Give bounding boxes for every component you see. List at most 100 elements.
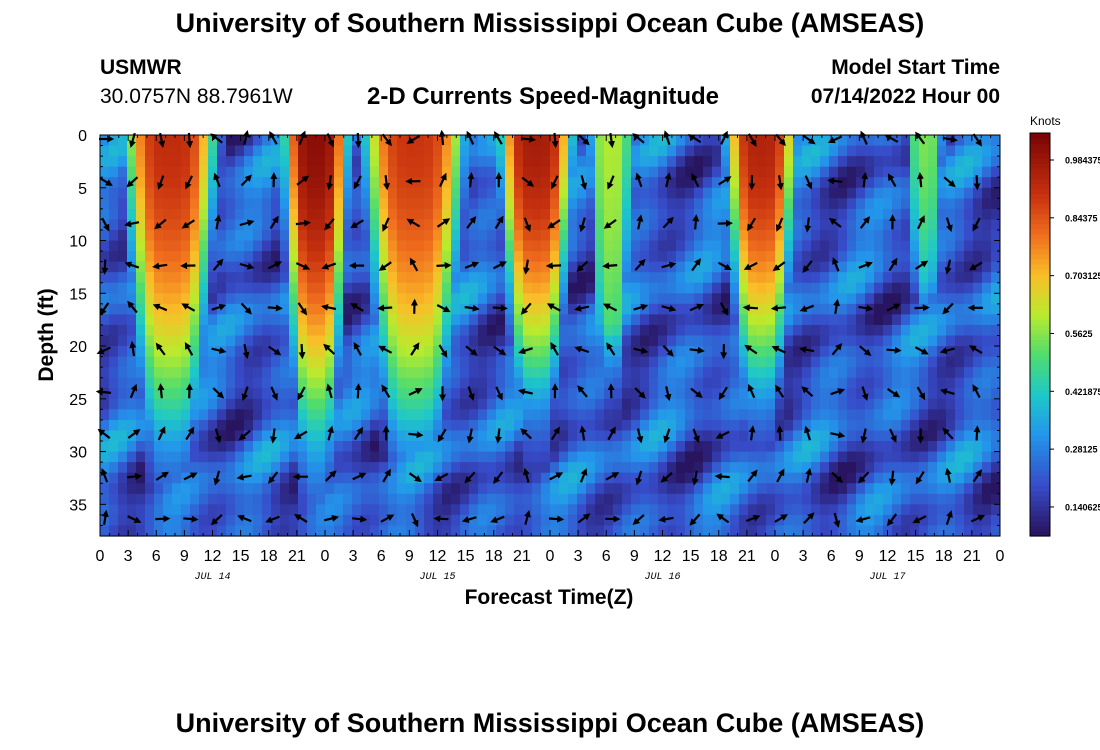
heatmap-cell	[172, 451, 182, 463]
heatmap-cell	[289, 377, 299, 389]
heatmap-cell	[406, 187, 416, 199]
heatmap-cell	[145, 472, 155, 484]
heatmap-cell	[316, 314, 326, 326]
heatmap-cell	[136, 525, 146, 537]
colorbar-swatch	[1030, 253, 1050, 260]
heatmap-cell	[820, 451, 830, 463]
heatmap-cell	[388, 472, 398, 484]
heatmap-cell	[793, 430, 803, 442]
heatmap-cell	[100, 251, 110, 263]
heatmap-cell	[379, 483, 389, 495]
vector-arrow	[524, 509, 531, 525]
heatmap-cell	[622, 451, 632, 463]
heatmap-cell	[577, 483, 587, 495]
heatmap-cell	[433, 272, 443, 284]
heatmap-cell	[955, 441, 965, 453]
heatmap-cell	[586, 135, 596, 147]
heatmap-cell	[874, 388, 884, 400]
heatmap-cell	[712, 462, 722, 474]
heatmap-cell	[883, 441, 893, 453]
heatmap-cell	[901, 251, 911, 263]
heatmap-cell	[496, 240, 506, 252]
heatmap-cell	[334, 187, 344, 199]
heatmap-cell	[667, 261, 677, 273]
heatmap-cell	[199, 335, 209, 347]
heatmap-cell	[190, 525, 200, 537]
heatmap-cell	[244, 198, 254, 210]
heatmap-cell	[559, 156, 569, 168]
heatmap-cell	[127, 272, 137, 284]
heatmap-cell	[910, 346, 920, 358]
heatmap-cell	[442, 187, 452, 199]
heatmap-cell	[910, 377, 920, 389]
heatmap-cell	[892, 367, 902, 379]
heatmap-cell	[109, 356, 119, 368]
heatmap-cell	[793, 240, 803, 252]
heatmap-cell	[694, 367, 704, 379]
heatmap-cell	[523, 493, 533, 505]
heatmap-cell	[667, 451, 677, 463]
heatmap-cell	[919, 462, 929, 474]
heatmap-cell	[586, 451, 596, 463]
heatmap-cell	[883, 156, 893, 168]
heatmap-cell	[514, 483, 524, 495]
heatmap-cell	[631, 483, 641, 495]
vector-arrow	[152, 262, 168, 270]
heatmap-cell	[712, 409, 722, 421]
heatmap-cell	[811, 367, 821, 379]
heatmap-cell	[334, 208, 344, 221]
heatmap-cell	[847, 335, 857, 347]
heatmap-cell	[676, 409, 686, 421]
heatmap-cell	[190, 409, 200, 421]
heatmap-cell	[298, 409, 308, 421]
heatmap-cell	[397, 409, 407, 421]
heatmap-cell	[136, 409, 146, 421]
heatmap-cell	[973, 367, 983, 379]
heatmap-cell	[244, 135, 254, 147]
heatmap-cell	[937, 187, 947, 199]
heatmap-cell	[199, 398, 209, 410]
heatmap-cell	[451, 514, 461, 527]
heatmap-cell	[712, 219, 722, 231]
heatmap-cell	[235, 135, 245, 147]
heatmap-cell	[964, 261, 974, 273]
heatmap-cell	[622, 409, 632, 421]
vector-arrow	[917, 215, 925, 230]
heatmap-cell	[622, 514, 632, 527]
heatmap-cell	[424, 419, 434, 432]
heatmap-cell	[190, 272, 200, 284]
heatmap-cell	[253, 314, 263, 326]
heatmap-cell	[424, 493, 434, 505]
heatmap-cell	[829, 208, 839, 221]
vector-arrow	[860, 130, 868, 145]
heatmap-cell	[172, 145, 182, 157]
heatmap-cell	[928, 145, 938, 157]
heatmap-cell	[595, 303, 605, 315]
vector-arrow	[912, 515, 927, 524]
heatmap-cell	[334, 462, 344, 474]
heatmap-cell	[685, 441, 695, 453]
heatmap-cell	[685, 293, 695, 305]
heatmap-cell	[973, 525, 983, 537]
heatmap-cell	[289, 419, 299, 432]
colorbar-swatch	[1030, 269, 1050, 275]
heatmap-cell	[469, 409, 479, 421]
heatmap-cell	[343, 472, 353, 484]
heatmap-cell	[217, 208, 227, 221]
heatmap-cell	[739, 166, 749, 178]
heatmap-cell	[649, 293, 659, 305]
heatmap-cell	[892, 324, 902, 337]
heatmap-cell	[937, 514, 947, 527]
heatmap-cell	[919, 441, 929, 453]
heatmap-cell	[919, 472, 929, 484]
heatmap-cell	[613, 462, 623, 474]
heatmap-cell	[496, 272, 506, 284]
heatmap-cell	[127, 493, 137, 505]
heatmap-cell	[532, 282, 542, 294]
heatmap-cell	[244, 219, 254, 231]
heatmap-cell	[829, 483, 839, 495]
heatmap-cell	[802, 335, 812, 347]
heatmap-cell	[613, 504, 623, 516]
heatmap-cell	[775, 198, 785, 210]
heatmap-cell	[955, 388, 965, 400]
